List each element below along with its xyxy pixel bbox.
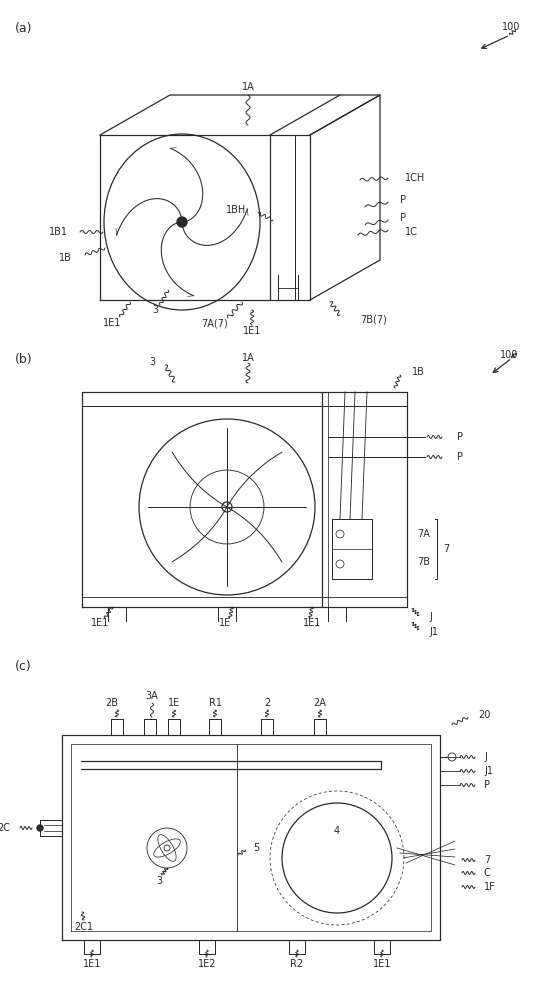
Circle shape: [37, 825, 43, 831]
Text: R1: R1: [208, 698, 221, 708]
Text: 100: 100: [500, 350, 518, 360]
Text: 1F: 1F: [484, 882, 496, 892]
Text: 1E1: 1E1: [83, 959, 101, 969]
Circle shape: [222, 502, 232, 512]
Text: 1BH: 1BH: [226, 205, 246, 215]
Text: 100: 100: [502, 22, 520, 32]
Text: 1CH: 1CH: [405, 173, 426, 183]
Text: 7: 7: [484, 855, 490, 865]
Text: 1B: 1B: [59, 253, 72, 263]
Text: 2C: 2C: [0, 823, 10, 833]
Text: 7A(7): 7A(7): [201, 318, 228, 328]
Text: P: P: [484, 780, 490, 790]
Circle shape: [164, 845, 170, 851]
Text: 1B1: 1B1: [49, 227, 68, 237]
Text: 3: 3: [152, 305, 158, 315]
Text: J1: J1: [429, 627, 438, 637]
Text: 4: 4: [334, 826, 340, 836]
Text: 3: 3: [149, 357, 155, 367]
Text: (a): (a): [15, 22, 32, 35]
Text: P: P: [400, 213, 406, 223]
Text: 1E: 1E: [168, 698, 180, 708]
Text: 1E1: 1E1: [103, 318, 121, 328]
Text: 1B: 1B: [412, 367, 425, 377]
Text: 3: 3: [156, 876, 162, 886]
Text: (c): (c): [15, 660, 32, 673]
Text: 3A: 3A: [146, 691, 158, 701]
Text: 1E1: 1E1: [303, 618, 321, 628]
Text: 1E1: 1E1: [91, 618, 109, 628]
Text: P: P: [457, 452, 463, 462]
Text: 7A: 7A: [417, 529, 430, 539]
Text: 5: 5: [253, 843, 259, 853]
Text: 2A: 2A: [314, 698, 327, 708]
Text: J: J: [484, 752, 487, 762]
Circle shape: [177, 217, 187, 227]
Text: R2: R2: [291, 959, 303, 969]
Text: 7B: 7B: [417, 557, 430, 567]
Text: 20: 20: [478, 710, 490, 720]
Text: C: C: [484, 868, 491, 878]
Text: J1: J1: [484, 766, 493, 776]
Text: 2B: 2B: [105, 698, 118, 708]
Text: J: J: [429, 612, 432, 622]
Text: P: P: [457, 432, 463, 442]
Text: 1A: 1A: [241, 353, 254, 363]
Text: 2C1: 2C1: [75, 922, 93, 932]
Text: 1E1: 1E1: [373, 959, 391, 969]
Text: (b): (b): [15, 353, 32, 366]
Text: 2: 2: [264, 698, 270, 708]
Text: 1E: 1E: [219, 618, 231, 628]
Text: 7: 7: [443, 544, 449, 554]
Text: 1C: 1C: [405, 227, 418, 237]
Text: 1A: 1A: [241, 82, 254, 92]
Text: 1E2: 1E2: [198, 959, 216, 969]
Text: 7B(7): 7B(7): [360, 315, 387, 325]
Text: 1E1: 1E1: [243, 326, 261, 336]
Text: P: P: [400, 195, 406, 205]
